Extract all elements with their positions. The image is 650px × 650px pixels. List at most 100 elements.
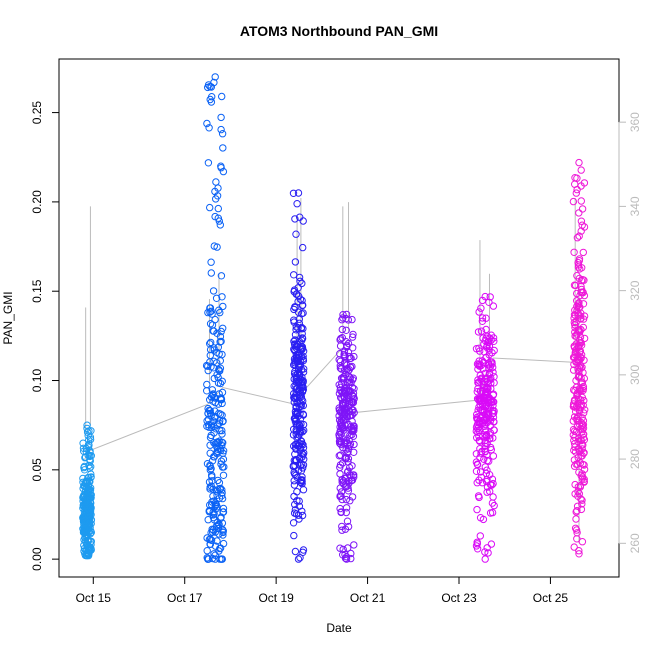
data-point xyxy=(219,528,227,537)
data-point xyxy=(213,421,222,429)
data-point xyxy=(295,502,304,510)
data-point xyxy=(481,548,489,556)
data-point xyxy=(84,487,92,495)
data-point xyxy=(79,478,87,486)
data-point xyxy=(290,316,298,324)
data-point xyxy=(299,301,307,309)
data-point xyxy=(218,130,227,138)
data-point xyxy=(487,540,496,548)
data-point xyxy=(216,544,224,553)
data-point xyxy=(486,334,494,342)
data-point xyxy=(291,331,300,339)
data-point xyxy=(572,332,581,340)
data-point xyxy=(573,185,581,194)
data-point xyxy=(486,293,494,301)
data-point xyxy=(577,197,585,205)
y-left-tick-label: 0.25 xyxy=(30,101,44,125)
data-point xyxy=(336,470,344,478)
data-point xyxy=(571,524,580,532)
data-point xyxy=(83,551,91,560)
data-point xyxy=(350,408,358,417)
data-point xyxy=(486,421,495,430)
axes: Oct 15 Oct 17 Oct 19 Oct 21 Oct 23 Oct 25 0.00… xyxy=(30,101,642,605)
data-point xyxy=(206,449,214,457)
data-point xyxy=(473,505,481,514)
data-point xyxy=(349,471,357,479)
data-point xyxy=(474,328,483,336)
data-point xyxy=(575,406,584,414)
data-point xyxy=(344,455,353,463)
data-point xyxy=(206,358,214,366)
data-point xyxy=(571,328,579,336)
data-point xyxy=(573,502,582,510)
data-point xyxy=(481,369,489,377)
data-point xyxy=(84,440,93,449)
data-point xyxy=(343,343,351,351)
secondary-line xyxy=(84,348,574,460)
data-point xyxy=(337,508,345,516)
data-point xyxy=(206,304,214,312)
data-point xyxy=(348,476,357,484)
data-point xyxy=(214,204,223,213)
data-point xyxy=(341,352,349,360)
data-point xyxy=(475,403,483,411)
data-point xyxy=(578,452,586,460)
data-point xyxy=(218,399,226,408)
data-point xyxy=(86,494,94,502)
data-point xyxy=(295,439,303,447)
data-point xyxy=(218,377,226,385)
data-point xyxy=(87,473,95,482)
x-tick-label: Oct 21 xyxy=(350,591,386,605)
data-point xyxy=(209,287,218,295)
y-right-tick-label: 340 xyxy=(628,196,642,216)
data-point xyxy=(83,421,91,429)
data-point xyxy=(483,544,491,552)
data-point xyxy=(570,543,578,551)
data-point xyxy=(342,396,351,404)
data-point xyxy=(473,434,481,442)
data-point xyxy=(87,427,95,435)
data-point xyxy=(207,338,215,347)
data-point xyxy=(480,340,488,348)
data-point xyxy=(289,189,298,198)
data-point xyxy=(338,408,346,417)
data-point xyxy=(336,342,345,350)
data-point xyxy=(215,217,224,225)
data-point xyxy=(204,404,212,413)
y-right-tick-label: 360 xyxy=(628,112,642,132)
data-point xyxy=(489,334,498,342)
data-point xyxy=(575,547,583,555)
data-point xyxy=(290,390,298,398)
data-point xyxy=(298,450,306,458)
data-point xyxy=(489,452,498,460)
data-point xyxy=(338,476,346,484)
data-point xyxy=(206,483,214,491)
data-point xyxy=(215,306,223,314)
data-point xyxy=(298,377,306,385)
data-point xyxy=(294,297,302,306)
data-point xyxy=(205,124,213,132)
data-point xyxy=(486,403,494,412)
data-point xyxy=(299,411,308,419)
data-point xyxy=(217,164,225,172)
data-point xyxy=(218,293,226,301)
data-point xyxy=(342,326,350,334)
data-point xyxy=(290,345,298,353)
data-point xyxy=(81,478,90,487)
data-point xyxy=(350,541,358,549)
data-point xyxy=(217,113,225,122)
data-point xyxy=(83,428,92,436)
data-point xyxy=(579,248,587,257)
data-point xyxy=(489,397,497,406)
data-point xyxy=(297,353,306,361)
data-point xyxy=(578,264,586,272)
data-point xyxy=(341,554,350,563)
x-tick-label: Oct 25 xyxy=(533,591,569,605)
data-point xyxy=(215,390,223,398)
data-point xyxy=(476,419,484,428)
data-point xyxy=(292,403,300,412)
data-point xyxy=(207,363,215,371)
data-point xyxy=(211,555,219,563)
data-point xyxy=(297,400,305,408)
data-point xyxy=(350,352,358,361)
